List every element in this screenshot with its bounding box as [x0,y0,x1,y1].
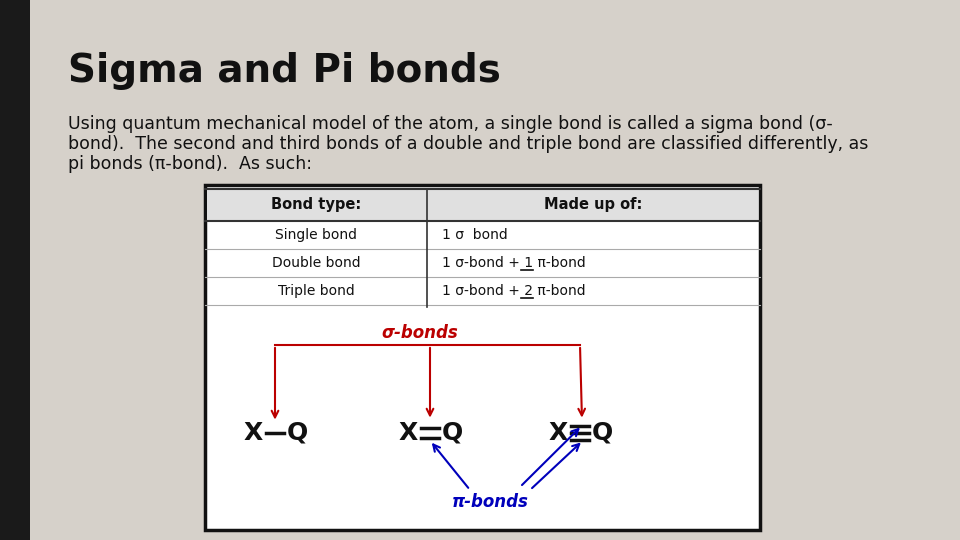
Text: X: X [398,421,418,444]
Text: Q: Q [591,421,612,444]
Text: Using quantum mechanical model of the atom, a single bond is called a sigma bond: Using quantum mechanical model of the at… [68,115,832,133]
Text: 1 σ-bond + 1 π-bond: 1 σ-bond + 1 π-bond [442,256,586,270]
Text: X: X [244,421,263,444]
Text: X: X [548,421,567,444]
Text: Q: Q [442,421,463,444]
Text: Double bond: Double bond [272,256,360,270]
Text: σ-bonds: σ-bonds [382,324,458,342]
Text: 1 σ  bond: 1 σ bond [442,228,508,242]
Bar [207,189,758,221]
Text: π-bonds: π-bonds [451,493,528,511]
Text: Made up of:: Made up of: [544,198,642,213]
Text: bond).  The second and third bonds of a double and triple bond are classified di: bond). The second and third bonds of a d… [68,135,869,153]
Bar [205,185,760,530]
Bar [0,0,30,540]
Text: 1 σ-bond + 2 π-bond: 1 σ-bond + 2 π-bond [442,284,586,298]
Text: Bond type:: Bond type: [271,198,361,213]
Text: pi bonds (π-bond).  As such:: pi bonds (π-bond). As such: [68,155,312,173]
Text: Q: Q [286,421,307,444]
Text: Single bond: Single bond [275,228,357,242]
Text: Sigma and Pi bonds: Sigma and Pi bonds [68,52,501,90]
Text: Triple bond: Triple bond [277,284,354,298]
